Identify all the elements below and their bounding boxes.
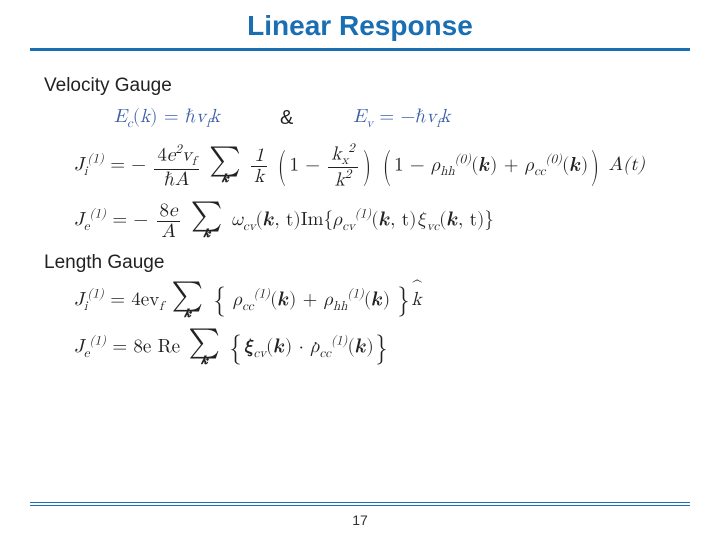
eq-Ji-velocity: Ji(1) = − 4e2vf ℏA ∑𝒌 1 k (1 − kx2k2) (1… bbox=[74, 142, 676, 191]
eq-Ec: Ec(k) = ℏvfk bbox=[114, 105, 220, 132]
section-velocity-gauge: Velocity Gauge bbox=[44, 75, 676, 97]
page-number: 17 bbox=[0, 512, 720, 528]
eq-Je-length: Je(1) = 8e Re ∑𝒌 {ξcv(𝒌) · .ρcc(1)(𝒌)} bbox=[74, 329, 676, 367]
eq-Je-velocity: Je(1) = − 8e A ∑𝒌 ωcv(𝒌, t)Im{ρcv(1)(𝒌, … bbox=[74, 201, 676, 242]
eq-Ev: Ev = −ℏvfk bbox=[353, 105, 450, 132]
section-length-gauge: Length Gauge bbox=[44, 252, 676, 274]
eq-dispersion: Ec(k) = ℏvfk & Ev = −ℏvfk bbox=[114, 105, 676, 132]
footer: 17 bbox=[0, 502, 720, 528]
ampersand: & bbox=[280, 107, 293, 130]
content-region: Velocity Gauge Ec(k) = ℏvfk & Ev = −ℏvfk… bbox=[0, 51, 720, 367]
eq-Ji-length: Ji(1) = 4evf ∑𝒌 { ρcc(1)(𝒌) + ρhh(1)(𝒌) … bbox=[74, 282, 676, 320]
footer-rule bbox=[30, 502, 690, 506]
page-title: Linear Response bbox=[247, 10, 473, 42]
